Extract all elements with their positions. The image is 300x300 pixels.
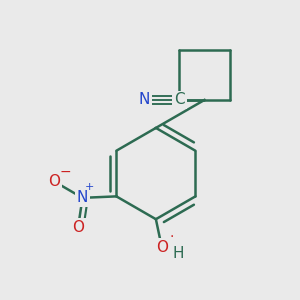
Text: O: O (156, 240, 168, 255)
Text: O: O (49, 174, 61, 189)
Text: H: H (172, 246, 184, 261)
Text: +: + (85, 182, 94, 192)
Text: C: C (174, 92, 185, 107)
Text: N: N (77, 190, 88, 205)
Text: N: N (138, 92, 150, 107)
Text: O: O (72, 220, 84, 235)
Text: ·: · (170, 230, 174, 244)
Text: −: − (60, 164, 71, 178)
